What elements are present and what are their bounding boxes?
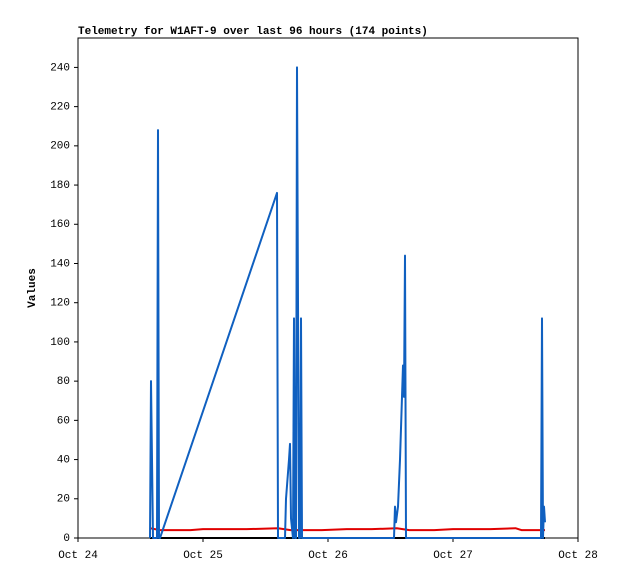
y-axis-label: Values: [27, 268, 39, 308]
y-tick-label: 140: [50, 258, 70, 270]
y-tick-label: 40: [57, 454, 70, 466]
y-tick-label: 0: [63, 533, 70, 545]
y-tick-label: 20: [57, 494, 70, 506]
y-tick-label: 240: [50, 62, 70, 74]
y-tick-label: 80: [57, 376, 70, 388]
y-tick-label: 180: [50, 180, 70, 192]
y-tick-label: 120: [50, 298, 70, 310]
x-tick-label: Oct 26: [308, 550, 348, 562]
x-tick-label: Oct 25: [183, 550, 223, 562]
y-tick-label: 200: [50, 141, 70, 153]
x-tick-label: Oct 24: [58, 550, 98, 562]
y-tick-label: 220: [50, 102, 70, 114]
x-tick-label: Oct 28: [558, 550, 598, 562]
chart-title: Telemetry for W1AFT-9 over last 96 hours…: [78, 26, 428, 38]
series-line: [149, 527, 545, 532]
x-tick-label: Oct 27: [433, 550, 473, 562]
y-tick-label: 100: [50, 337, 70, 349]
y-tick-label: 60: [57, 415, 70, 427]
series-line: [149, 66, 546, 539]
y-tick-label: 160: [50, 219, 70, 231]
